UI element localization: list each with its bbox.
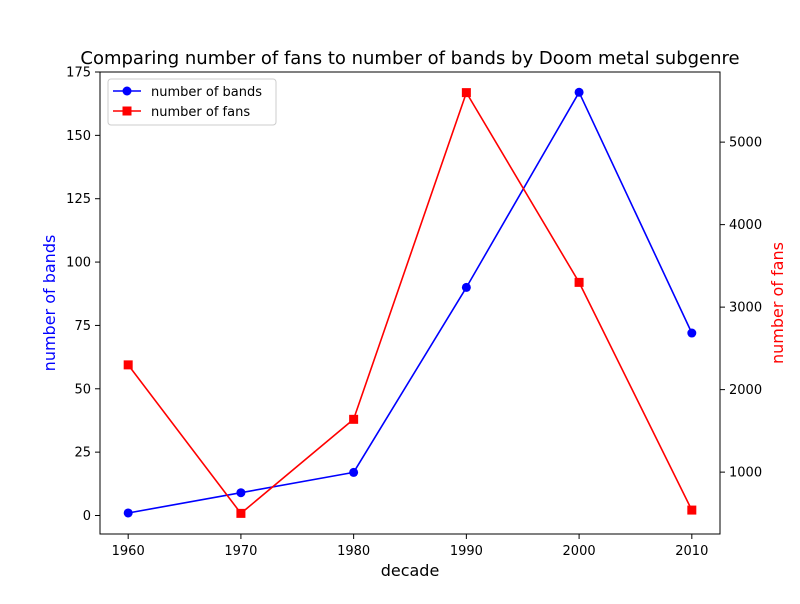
legend-marker-fans — [122, 106, 132, 116]
x-tick-label: 1970 — [224, 544, 257, 559]
left-tick-label: 150 — [66, 129, 91, 144]
series-line-fans — [127, 91, 693, 515]
data-point-fans — [236, 508, 246, 518]
data-point-bands — [349, 467, 359, 477]
data-point-bands — [123, 508, 133, 518]
data-point-bands — [687, 328, 697, 338]
left-axis-label: number of bands — [40, 235, 59, 372]
series-bands — [123, 87, 697, 518]
x-tick-label: 1980 — [337, 544, 370, 559]
series-layer — [123, 87, 697, 518]
left-tick-label: 175 — [66, 66, 91, 81]
right-tick-label: 4000 — [729, 218, 762, 233]
x-tick-label: 1990 — [450, 544, 483, 559]
x-tick-label: 2000 — [563, 544, 596, 559]
data-point-fans — [123, 360, 133, 370]
plot-frame — [99, 71, 721, 535]
left-axis-ticks: 0 25 50 75 100 125 150 175 — [66, 66, 100, 524]
legend-label-bands: number of bands — [151, 85, 262, 100]
legend-label-fans: number of fans — [151, 105, 250, 120]
right-axis-label: number of fans — [768, 242, 787, 364]
left-tick-label: 50 — [74, 382, 91, 397]
data-point-bands — [574, 87, 584, 97]
legend-marker-bands — [122, 86, 132, 96]
x-axis-ticks: 1960 1970 1980 1990 2000 2010 — [112, 534, 708, 559]
data-point-bands — [461, 282, 471, 292]
data-point-bands — [236, 488, 246, 498]
right-tick-label: 3000 — [729, 301, 762, 316]
data-point-fans — [461, 88, 471, 98]
legend-item-fans: number of fans — [113, 105, 250, 120]
left-tick-label: 25 — [74, 446, 91, 461]
left-tick-label: 0 — [83, 509, 91, 524]
right-tick-label: 2000 — [729, 383, 762, 398]
right-axis-ticks: 1000 2000 3000 4000 5000 — [720, 136, 762, 481]
data-point-fans — [574, 277, 584, 287]
data-point-fans — [687, 505, 697, 515]
legend: number of bands number of fans — [107, 78, 277, 126]
x-tick-label: 2010 — [675, 544, 708, 559]
right-tick-label: 1000 — [729, 466, 762, 481]
right-tick-label: 5000 — [729, 136, 762, 151]
series-line-bands — [128, 91, 693, 514]
x-tick-label: 1960 — [112, 544, 145, 559]
legend-box — [107, 78, 277, 126]
legend-item-bands: number of bands — [113, 85, 262, 100]
x-axis-label: decade — [381, 561, 440, 580]
left-tick-label: 100 — [66, 256, 91, 271]
left-tick-label: 125 — [66, 192, 91, 207]
left-tick-label: 75 — [74, 319, 91, 334]
series-fans — [123, 88, 697, 518]
data-point-fans — [349, 414, 359, 424]
chart-title: Comparing number of fans to number of ba… — [80, 48, 739, 69]
